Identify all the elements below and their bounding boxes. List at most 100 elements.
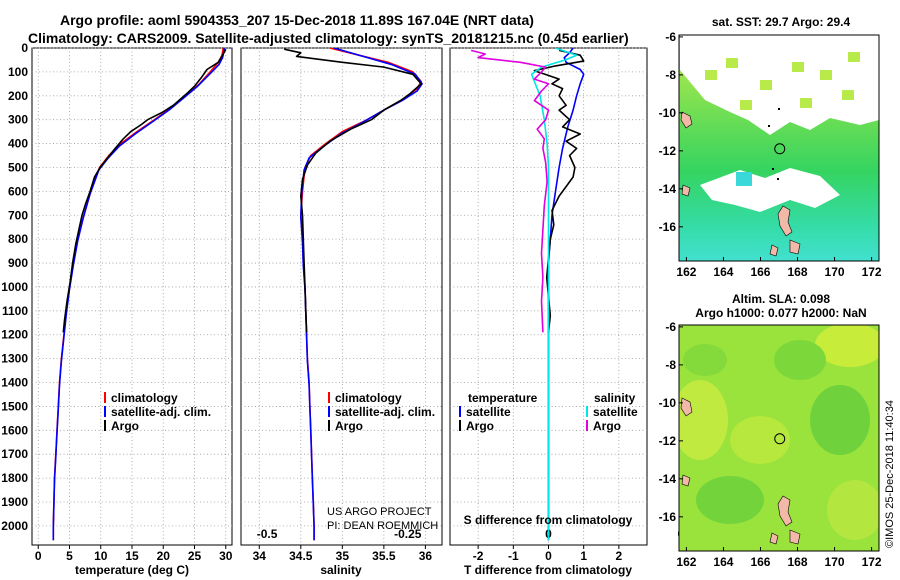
sst-pixel: [792, 62, 804, 72]
map-lon-label: 170: [825, 265, 845, 279]
map-lon-label: 164: [713, 265, 733, 279]
map-lon-label: 164: [713, 555, 733, 569]
x-tick-label: 15: [125, 549, 139, 563]
legend-label-satellite: satellite-adj. clim.: [111, 405, 211, 419]
x-tick-label: -2: [473, 549, 484, 563]
depth-tick-label: 2000: [1, 519, 28, 533]
depth-tick-label: 1400: [1, 376, 28, 390]
sla-low-patch: [810, 385, 870, 455]
depth-tick-label: 1900: [1, 495, 28, 509]
legend-label-satellite: satellite-adj. clim.: [335, 405, 435, 419]
sst-map: [679, 35, 879, 261]
map-lon-label: 168: [788, 555, 808, 569]
island-dot: [768, 125, 770, 127]
s-diff-tick-label: -0.25: [394, 527, 422, 541]
depth-tick-label: 900: [8, 256, 28, 270]
map-lon-label: 162: [676, 265, 696, 279]
series-argo: [62, 48, 227, 333]
imos-credit: ©IMOS 25-Dec-2018 11:40:34: [884, 400, 896, 548]
map-lon-label: 172: [862, 265, 882, 279]
x-tick-label: 5: [66, 549, 73, 563]
sla-high-patch: [730, 416, 790, 464]
x-axis-ticks: 0 5 10 15 20 25 30 34 34.5 35 35.5 36 -2 -1 0 1 2 -0.5 -0.…: [35, 527, 839, 563]
island-dot: [772, 168, 774, 170]
temperature-series: [52, 48, 227, 541]
x-tick-label: 36: [419, 549, 433, 563]
sst-cold-patch: [736, 172, 752, 186]
island: [680, 397, 693, 417]
depth-tick-label: 1800: [1, 471, 28, 485]
s-diff-tick-label: -0.5: [257, 527, 278, 541]
sst-pixel: [820, 70, 832, 80]
sla-map-subtitle: Argo h1000: 0.077 h2000: NaN: [695, 306, 866, 320]
series-climatology: [299, 48, 423, 541]
island: [769, 244, 779, 257]
sla-islands: [680, 397, 801, 545]
depth-tick-label: 1200: [1, 328, 28, 342]
map-lat-label: -16: [659, 510, 677, 524]
island: [777, 205, 793, 237]
difference-legend-temperature: temperature satellite Argo: [459, 391, 538, 433]
x-tick-label: 2: [616, 549, 623, 563]
x-tick-label: 34.5: [289, 549, 313, 563]
map-lat-label: -6: [665, 320, 676, 334]
sst-map-title: sat. SST: 29.7 Argo: 29.4: [712, 15, 851, 29]
s-difference-axis-label: S difference from climatology: [464, 513, 633, 527]
depth-tick-label: 600: [8, 184, 28, 198]
sst-pixel: [848, 52, 860, 62]
sla-anomaly-patches: [679, 325, 879, 540]
sla-high-patch: [679, 380, 728, 460]
depth-tick-label: 700: [8, 208, 28, 222]
temperature-axis-label: temperature (deg C): [75, 563, 189, 577]
map-lat-label: -6: [665, 30, 676, 44]
depth-tick-label: 1100: [2, 304, 28, 318]
depth-tick-label: 1000: [1, 280, 28, 294]
depth-tick-label: 1500: [1, 399, 28, 413]
sst-map-ticks: 162 164 166 168 170 172 -6 -8 -10 -12 -14 -16: [659, 30, 882, 279]
island-dot: [777, 178, 779, 180]
map-lon-label: 162: [676, 555, 696, 569]
map-lon-label: 168: [788, 265, 808, 279]
sla-map-ticks: 162 164 166 168 170 172 -6 -8 -10 -12 -14 -16: [659, 320, 882, 569]
series-temperature-argo: [533, 49, 585, 333]
series-salinity-argo: [470, 49, 550, 333]
sla-high-patch: [815, 325, 879, 367]
island: [769, 532, 779, 545]
legend-label-t-satellite: satellite: [466, 405, 511, 419]
salinity-legend: climatology satellite-adj. clim. Argo: [328, 391, 435, 433]
sla-map: [679, 325, 879, 551]
sst-pixel: [800, 98, 812, 108]
depth-tick-label: 1600: [1, 423, 28, 437]
series-satellite-adj-clim-: [299, 48, 423, 541]
x-tick-label: 35: [336, 549, 350, 563]
x-tick-label: 20: [157, 549, 171, 563]
legend-title-temperature: temperature: [468, 391, 538, 405]
depth-tick-label: 0: [21, 41, 28, 55]
project-credit-line1: US ARGO PROJECT: [327, 506, 432, 518]
map-lat-label: -14: [659, 182, 677, 196]
depth-tick-label: 500: [8, 160, 28, 174]
salinity-series: [284, 48, 423, 541]
salinity-axis-label: salinity: [320, 563, 362, 577]
x-tick-label: 30: [219, 549, 233, 563]
series-satellite-adj-clim-: [52, 48, 226, 541]
depth-tick-label: 1700: [1, 447, 28, 461]
salinity-plot-frame: [240, 47, 443, 546]
legend-label-argo: Argo: [111, 419, 139, 433]
depth-tick-label: 1300: [1, 352, 28, 366]
island: [777, 495, 793, 527]
difference-legend-salinity: salinity satellite Argo: [586, 391, 638, 433]
legend-label-s-satellite: satellite: [593, 405, 638, 419]
sst-pixel: [705, 70, 717, 80]
sla-map-title: Altim. SLA: 0.098: [732, 292, 830, 306]
depth-tick-label: 200: [8, 89, 28, 103]
map-lat-label: -8: [665, 358, 676, 372]
series-temperature-satellite: [547, 48, 585, 541]
legend-label-climatology: climatology: [111, 391, 178, 405]
island: [789, 239, 801, 255]
legend-title-salinity: salinity: [594, 391, 636, 405]
difference-series: [470, 48, 585, 541]
depth-tick-label: 100: [8, 65, 28, 79]
sla-low-patch: [683, 344, 727, 376]
